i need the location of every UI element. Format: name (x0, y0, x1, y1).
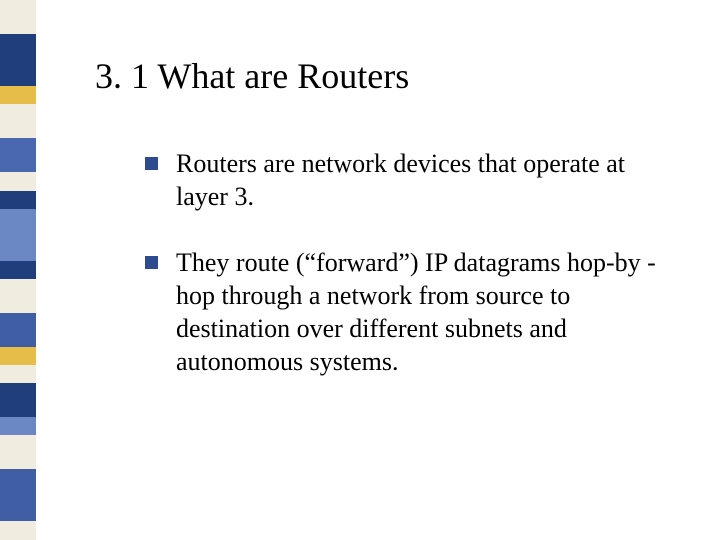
sidebar-stripe (0, 138, 36, 172)
sidebar-stripe (0, 279, 36, 313)
sidebar-stripe (0, 313, 36, 347)
slide-title: 3. 1 What are Routers (95, 55, 685, 97)
sidebar-stripe (0, 469, 36, 521)
sidebar-stripe (0, 365, 36, 383)
sidebar-stripe (0, 86, 36, 104)
bullet-item: Routers are network devices that operate… (145, 147, 685, 214)
sidebar-stripe (0, 521, 36, 540)
bullet-text: Routers are network devices that operate… (176, 147, 656, 214)
sidebar-stripe (0, 34, 36, 86)
sidebar-stripe (0, 172, 36, 191)
bullet-text: They route (“forward”) IP datagrams hop-… (176, 246, 656, 379)
sidebar-stripe (0, 417, 36, 435)
bullet-item: They route (“forward”) IP datagrams hop-… (145, 246, 685, 379)
sidebar-stripe (0, 0, 36, 34)
square-bullet-icon (145, 256, 158, 269)
bullet-list: Routers are network devices that operate… (145, 147, 685, 379)
sidebar-stripe (0, 347, 36, 365)
sidebar-stripe (0, 261, 36, 279)
sidebar-stripe (0, 209, 36, 261)
sidebar-stripe (0, 104, 36, 138)
slide-content: 3. 1 What are Routers Routers are networ… (95, 55, 685, 411)
sidebar-stripe (0, 435, 36, 469)
decorative-sidebar (0, 0, 36, 540)
square-bullet-icon (145, 157, 158, 170)
sidebar-stripe (0, 383, 36, 417)
sidebar-stripe (0, 191, 36, 209)
